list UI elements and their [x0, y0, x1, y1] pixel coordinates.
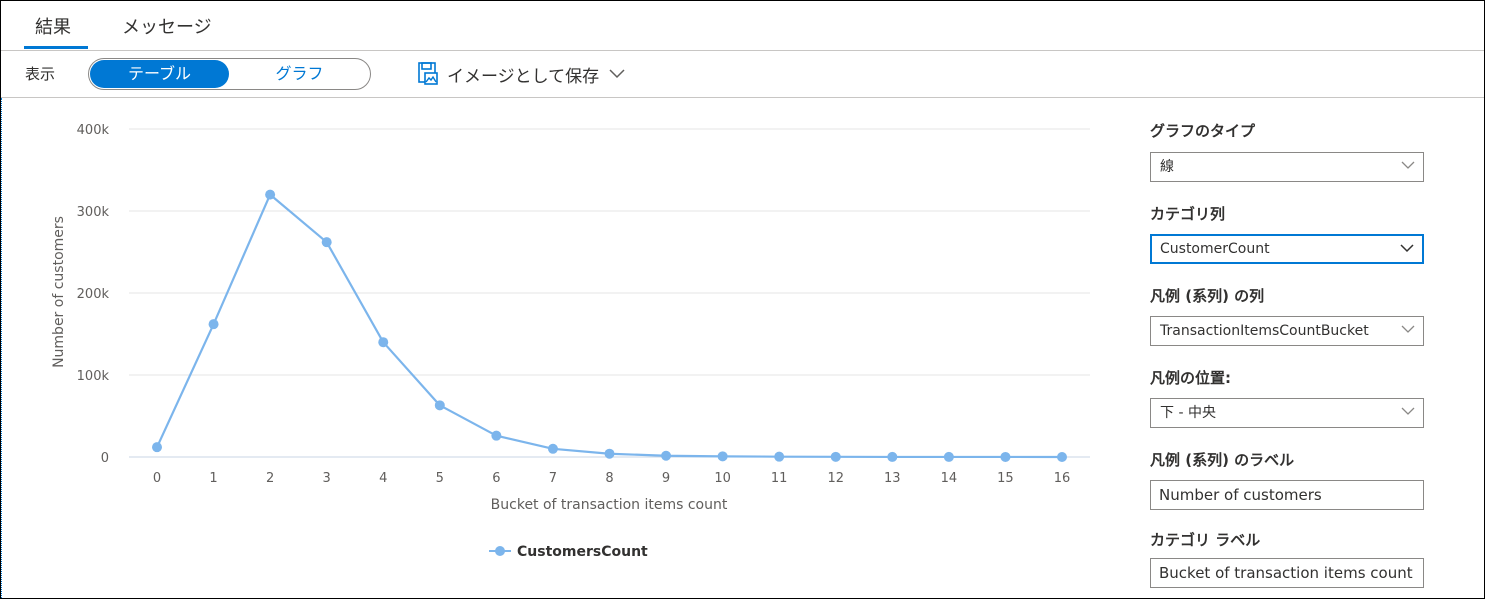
legend-series-label-label: 凡例 (系列) のラベル [1150, 451, 1295, 469]
active-tab-indicator [24, 46, 88, 49]
y-tick-label: 400k [77, 123, 110, 138]
chevron-down-icon [1401, 407, 1415, 415]
toggle-table-button[interactable]: テーブル [90, 60, 229, 88]
save-image-icon [418, 62, 438, 85]
x-axis-title: Bucket of transaction items count [491, 497, 728, 513]
chart-legend[interactable]: CustomersCount [489, 544, 648, 560]
x-tick-label: 12 [827, 471, 844, 486]
chevron-down-icon [609, 69, 625, 79]
results-tab-bar: 結果 メッセージ [1, 1, 1484, 51]
data-point[interactable] [830, 451, 841, 462]
legend-item-customerscount[interactable]: CustomersCount [517, 544, 648, 560]
view-toolbar: 表示 テーブル グラフ イメージとして保存 [1, 51, 1484, 98]
x-tick-label: 6 [492, 471, 500, 486]
x-tick-label: 3 [323, 471, 331, 486]
data-point[interactable] [1000, 451, 1011, 462]
y-axis-title: Number of customers [51, 216, 67, 368]
save-as-image-button[interactable]: イメージとして保存 [417, 59, 633, 89]
data-point[interactable] [208, 319, 219, 330]
legend-position-value: 下 - 中央 [1160, 405, 1216, 421]
y-tick-label: 300k [77, 205, 110, 220]
data-point[interactable] [491, 430, 502, 441]
legend-series-label-input[interactable]: Number of customers [1150, 480, 1424, 510]
data-point[interactable] [152, 442, 162, 453]
x-axis-ticks: 0 1 2 3 4 5 6 7 8 9 10 11 12 13 14 15 16 [153, 471, 1070, 486]
series-line-customerscount [156, 193, 1063, 459]
chart-type-label: グラフのタイプ [1150, 122, 1256, 140]
legend-series-column-label: 凡例 (系列) の列 [1150, 287, 1265, 305]
category-label-input[interactable]: Bucket of transaction items count [1150, 558, 1424, 588]
data-point[interactable] [378, 337, 389, 348]
x-tick-label: 5 [436, 471, 444, 486]
data-point[interactable] [774, 451, 785, 462]
chart-series [152, 189, 1067, 462]
legend-series-column-value: TransactionItemsCountBucket [1160, 323, 1369, 339]
view-label: 表示 [25, 65, 56, 83]
y-tick-label: 100k [77, 369, 110, 384]
category-column-label: カテゴリ列 [1150, 205, 1226, 223]
x-tick-label: 7 [549, 471, 557, 486]
x-tick-label: 16 [1054, 471, 1071, 486]
x-tick-label: 9 [662, 471, 670, 486]
category-column-select[interactable]: CustomerCount [1150, 234, 1424, 264]
tab-messages[interactable]: メッセージ [122, 17, 212, 38]
legend-dot-marker [495, 546, 505, 556]
chart-type-select[interactable]: 線 [1150, 152, 1424, 182]
x-tick-label: 8 [605, 471, 613, 486]
legend-series-column-select[interactable]: TransactionItemsCountBucket [1150, 316, 1424, 346]
data-point[interactable] [661, 450, 672, 461]
data-point[interactable] [434, 400, 445, 411]
data-point[interactable] [604, 448, 615, 459]
y-tick-label: 200k [77, 287, 110, 302]
chevron-down-icon [1401, 161, 1415, 169]
y-axis-ticks: 0 100k 200k 300k 400k [77, 123, 110, 466]
chevron-down-icon [1401, 325, 1415, 333]
y-tick-label: 0 [101, 451, 109, 466]
x-tick-label: 1 [209, 471, 217, 486]
data-point[interactable] [943, 451, 954, 462]
x-tick-label: 2 [266, 471, 274, 486]
category-label-label: カテゴリ ラベル [1150, 531, 1261, 549]
chart-type-value: 線 [1160, 159, 1174, 175]
chevron-down-icon [1400, 244, 1414, 253]
x-tick-label: 15 [997, 471, 1014, 486]
data-point[interactable] [321, 237, 332, 248]
x-tick-label: 4 [379, 471, 387, 486]
legend-position-select[interactable]: 下 - 中央 [1150, 398, 1424, 428]
save-as-image-label: イメージとして保存 [447, 66, 600, 87]
toggle-chart-button[interactable]: グラフ [275, 64, 324, 83]
data-point[interactable] [887, 451, 898, 462]
data-point[interactable] [265, 189, 276, 200]
tab-results[interactable]: 結果 [35, 17, 71, 38]
data-point[interactable] [717, 451, 728, 462]
legend-position-label: 凡例の位置: [1150, 369, 1231, 387]
x-tick-label: 13 [884, 471, 901, 486]
category-column-value: CustomerCount [1160, 241, 1270, 257]
chart-gridlines [129, 128, 1090, 458]
x-tick-label: 0 [153, 471, 161, 486]
data-point[interactable] [547, 443, 558, 454]
view-toggle: テーブル グラフ [88, 58, 371, 90]
data-point[interactable] [1057, 451, 1067, 462]
x-tick-label: 11 [771, 471, 788, 486]
x-tick-label: 10 [714, 471, 731, 486]
x-tick-label: 14 [941, 471, 958, 486]
chart-view: 0 100k 200k 300k 400k 0 1 2 3 4 5 6 7 8 9 10 11 12 13 14 15… [1, 98, 1484, 598]
